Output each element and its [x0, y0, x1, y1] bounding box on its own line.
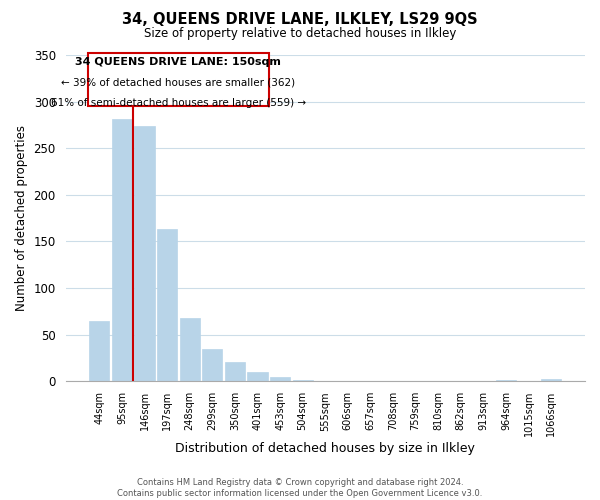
- X-axis label: Distribution of detached houses by size in Ilkley: Distribution of detached houses by size …: [175, 442, 475, 455]
- Text: Size of property relative to detached houses in Ilkley: Size of property relative to detached ho…: [144, 28, 456, 40]
- Bar: [270, 376, 290, 382]
- Bar: [225, 362, 245, 382]
- Bar: [541, 380, 562, 382]
- Bar: [157, 230, 177, 382]
- Bar: [112, 120, 132, 382]
- Bar: [89, 320, 109, 382]
- Bar: [247, 372, 268, 382]
- Text: Contains HM Land Registry data © Crown copyright and database right 2024.
Contai: Contains HM Land Registry data © Crown c…: [118, 478, 482, 498]
- Text: 34, QUEENS DRIVE LANE, ILKLEY, LS29 9QS: 34, QUEENS DRIVE LANE, ILKLEY, LS29 9QS: [122, 12, 478, 28]
- Text: 61% of semi-detached houses are larger (559) →: 61% of semi-detached houses are larger (…: [51, 98, 306, 108]
- Bar: [134, 126, 155, 382]
- FancyBboxPatch shape: [88, 53, 269, 106]
- Text: 34 QUEENS DRIVE LANE: 150sqm: 34 QUEENS DRIVE LANE: 150sqm: [76, 57, 281, 67]
- Bar: [496, 380, 516, 382]
- Text: ← 39% of detached houses are smaller (362): ← 39% of detached houses are smaller (36…: [61, 78, 295, 88]
- Bar: [293, 380, 313, 382]
- Bar: [179, 318, 200, 382]
- Bar: [202, 348, 223, 382]
- Y-axis label: Number of detached properties: Number of detached properties: [15, 125, 28, 311]
